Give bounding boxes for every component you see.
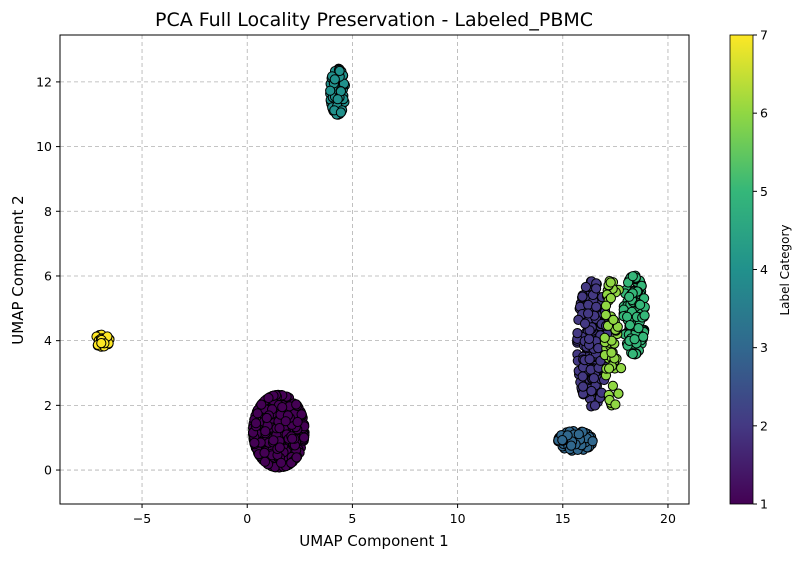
- data-point: [577, 381, 589, 392]
- data-point: [599, 332, 610, 343]
- y-tick-label: 10: [36, 139, 52, 154]
- data-point: [605, 293, 617, 304]
- data-point: [268, 435, 279, 446]
- data-point: [291, 399, 302, 410]
- y-tick-label: 2: [44, 398, 52, 413]
- data-point: [577, 371, 588, 382]
- data-point: [572, 328, 583, 339]
- data-point: [591, 301, 602, 312]
- data-point: [334, 65, 345, 77]
- colorbar-tick-label: 6: [760, 106, 768, 121]
- plot-frame: [59, 34, 690, 505]
- y-tick-label: 4: [44, 333, 52, 348]
- data-points: [91, 63, 650, 473]
- data-point: [580, 281, 592, 293]
- data-point: [627, 271, 638, 282]
- data-point: [587, 436, 598, 447]
- data-point: [299, 432, 310, 443]
- data-point: [329, 74, 340, 85]
- data-point: [250, 418, 262, 429]
- data-point: [627, 348, 638, 360]
- data-point: [557, 435, 568, 446]
- data-point: [259, 456, 271, 467]
- data-point: [613, 388, 624, 399]
- grid-lines: [60, 35, 689, 504]
- data-point: [291, 452, 302, 463]
- data-point: [274, 442, 285, 453]
- y-tick-label: 0: [44, 463, 52, 478]
- data-point: [277, 402, 288, 413]
- y-tick-label: 6: [44, 268, 52, 283]
- x-axis-ticks: −5 0 5 10 15 20: [133, 504, 676, 526]
- data-point: [607, 380, 619, 391]
- data-point: [325, 85, 336, 96]
- colorbar-tick-label: 4: [760, 262, 768, 277]
- data-point: [616, 363, 627, 374]
- colorbar-label: Label Category: [778, 224, 792, 315]
- data-point: [256, 399, 267, 410]
- data-point: [591, 283, 602, 294]
- data-point: [638, 331, 649, 342]
- colorbar-tick-label: 5: [760, 184, 768, 199]
- data-point: [332, 94, 343, 105]
- x-axis-label: UMAP Component 1: [299, 532, 448, 550]
- data-point: [287, 433, 298, 444]
- y-tick-label: 8: [44, 204, 52, 219]
- y-axis-label: UMAP Component 2: [9, 195, 27, 344]
- data-point: [588, 373, 600, 384]
- data-point: [263, 392, 274, 404]
- data-point: [280, 416, 291, 427]
- colorbar-tick-label: 3: [760, 340, 768, 355]
- colorbar: [729, 34, 754, 505]
- data-point: [604, 363, 615, 374]
- data-point: [577, 291, 588, 302]
- x-tick-label: 0: [243, 511, 251, 526]
- data-point: [589, 400, 601, 411]
- data-point: [605, 277, 616, 288]
- data-point: [96, 338, 107, 349]
- data-point: [274, 423, 285, 434]
- data-point: [259, 447, 270, 458]
- data-point: [629, 334, 640, 345]
- data-point: [608, 314, 619, 325]
- data-point: [624, 320, 636, 331]
- x-tick-label: 5: [348, 511, 356, 526]
- colorbar-ticks: 1 2 3 4 5 6 7: [753, 28, 768, 512]
- data-point: [292, 416, 303, 428]
- data-point: [600, 300, 612, 311]
- colorbar-tick-label: 7: [760, 28, 768, 43]
- x-tick-label: 10: [450, 511, 466, 526]
- data-point: [639, 310, 650, 321]
- data-point: [335, 107, 346, 118]
- data-point: [586, 385, 597, 397]
- y-tick-label: 12: [36, 74, 52, 89]
- data-point: [261, 412, 272, 424]
- colorbar-tick-label: 2: [760, 418, 768, 433]
- data-point: [624, 291, 635, 302]
- x-tick-label: 15: [555, 511, 571, 526]
- x-tick-label: 20: [660, 511, 676, 526]
- data-point: [610, 399, 621, 410]
- y-axis-ticks: 0 2 4 6 8 10 12: [36, 74, 60, 478]
- data-point: [566, 440, 577, 451]
- data-point: [583, 308, 594, 319]
- chart-title: PCA Full Locality Preservation - Labeled…: [155, 9, 593, 31]
- data-point: [252, 408, 263, 419]
- data-point: [579, 318, 591, 329]
- data-point: [606, 347, 617, 358]
- colorbar-tick-label: 1: [760, 497, 768, 512]
- data-point: [635, 299, 646, 310]
- data-point: [276, 457, 287, 468]
- data-point: [584, 333, 595, 345]
- data-point: [573, 429, 584, 440]
- data-point: [260, 426, 271, 437]
- data-point: [584, 354, 595, 365]
- x-tick-label: −5: [133, 511, 151, 526]
- data-point: [249, 437, 260, 448]
- data-point: [633, 323, 644, 334]
